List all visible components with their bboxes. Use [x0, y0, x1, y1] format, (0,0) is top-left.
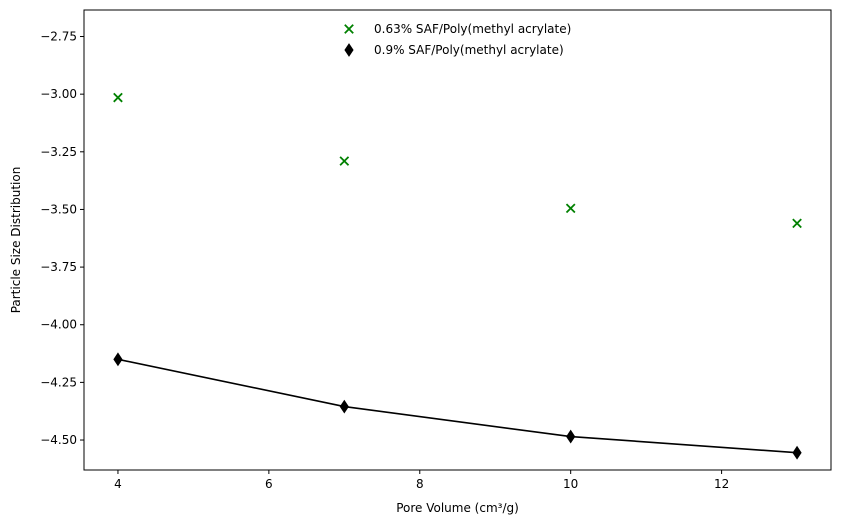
series-2-point — [339, 399, 349, 414]
legend-label-series-1: 0.63% SAF/Poly(methyl acrylate) — [374, 22, 571, 36]
series-1-point — [792, 218, 802, 229]
legend-marker-x — [344, 24, 354, 34]
legend-x-mark — [344, 24, 354, 34]
plot-area — [113, 92, 802, 460]
y-tick-label: −3.00 — [40, 87, 77, 101]
plot-frame — [83, 9, 832, 471]
series-2-line — [117, 358, 798, 454]
x-axis-label: Pore Volume (cm³/g) — [396, 501, 519, 515]
series-2-point — [566, 429, 576, 444]
series-2-point — [113, 352, 123, 367]
x-tick-label: 12 — [714, 477, 729, 491]
series-1-point — [565, 203, 576, 214]
y-axis: −2.75 −3.00 −3.25 −3.50 −3.75 −4.00 −4.25 −4.50 — [40, 30, 84, 447]
y-tick-label: −4.00 — [40, 318, 77, 332]
y-tick-label: −3.25 — [40, 145, 77, 159]
legend: 0.63% SAF/Poly(methyl acrylate) 0.9% SAF… — [344, 22, 571, 57]
x-tick-label: 6 — [265, 477, 273, 491]
y-tick-label: −4.25 — [40, 375, 77, 389]
x-tick-label: 4 — [114, 477, 122, 491]
x-tick-label: 10 — [563, 477, 578, 491]
series-2-point — [792, 445, 802, 460]
series-1-point — [113, 92, 123, 103]
y-tick-label: −3.75 — [40, 260, 77, 274]
y-axis-label: Particle Size Distribution — [9, 167, 23, 314]
series-1-point — [339, 156, 350, 166]
x-axis: 4 6 8 10 12 — [114, 470, 729, 491]
legend-diamond-mark — [344, 43, 354, 57]
y-tick-label: −4.50 — [40, 433, 77, 447]
legend-label-series-2: 0.9% SAF/Poly(methyl acrylate) — [374, 43, 564, 57]
y-tick-label: −2.75 — [40, 30, 77, 44]
y-tick-label: −3.50 — [40, 202, 77, 216]
legend-marker-diamond — [344, 43, 354, 57]
x-tick-label: 8 — [416, 477, 424, 491]
